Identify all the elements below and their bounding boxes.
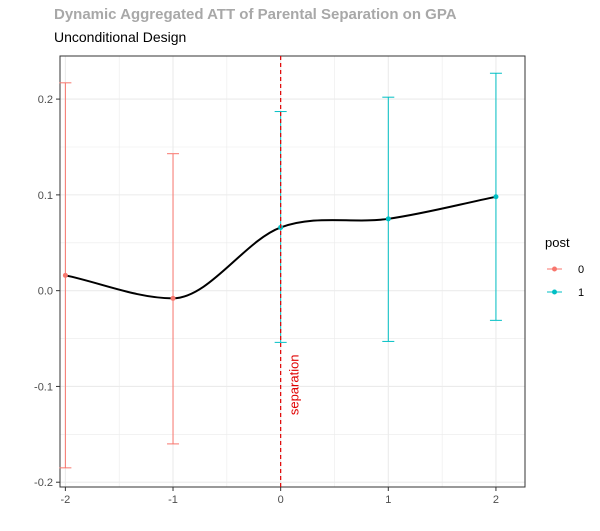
x-tick-label: -1 (168, 494, 178, 506)
plot-panel (60, 56, 525, 487)
y-tick-label: 0.2 (38, 94, 53, 106)
x-tick-label: -2 (60, 494, 70, 506)
y-tick-label: 0.0 (38, 286, 53, 298)
estimate-point-post-0 (62, 272, 68, 278)
legend-label-1: 1 (578, 287, 584, 299)
estimate-point-post-1 (493, 194, 499, 200)
chart-subtitle: Unconditional Design (54, 29, 187, 45)
separation-label: separation (287, 354, 302, 415)
y-tick-label: -0.1 (34, 381, 53, 393)
plot-border (59, 55, 526, 488)
chart-title: Dynamic Aggregated ATT of Parental Separ… (54, 6, 457, 23)
legend-title: post (545, 235, 570, 250)
legend-key-point-0 (552, 266, 557, 272)
y-tick-label: -0.2 (34, 477, 53, 489)
estimate-point-post-0 (170, 295, 176, 301)
x-tick-label: 2 (493, 494, 499, 506)
x-tick-label: 0 (278, 494, 284, 506)
legend-label-0: 0 (578, 264, 584, 276)
y-tick-label: 0.1 (38, 190, 53, 202)
x-tick-label: 1 (385, 494, 391, 506)
legend-key-point-1 (552, 289, 557, 295)
estimate-point-post-1 (385, 216, 391, 222)
